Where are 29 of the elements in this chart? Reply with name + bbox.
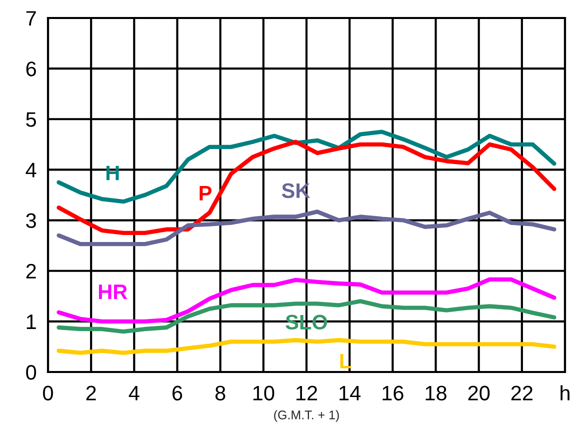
x-tick-label: h [560,385,570,400]
series-label: P [200,186,212,200]
x-axis-title: (G.M.T. + 1) [274,410,339,422]
y-tick-label: 5 [26,112,36,127]
x-tick-label: 20 [468,386,490,400]
x-tick-label: 4 [128,386,140,400]
x-tick-label: 8 [215,386,226,400]
line-series [56,299,556,334]
x-tick-label: 2 [86,386,96,400]
x-tick-label: 14 [340,386,361,400]
y-tick-label: 7 [26,11,36,26]
line-series [56,338,556,355]
x-tick-label: 22 [511,386,532,400]
x-tick-label: 10 [253,386,274,400]
x-tick-label: 6 [172,386,182,400]
y-tick-label: 1 [26,314,36,329]
series-label: HR [98,284,128,299]
x-tick-label: 0 [43,386,53,400]
y-tick-label: 2 [26,264,36,278]
line-series [56,130,556,204]
y-tick-label: 3 [26,213,36,228]
line-series [56,140,556,236]
line-series [56,210,556,246]
y-tick-label: 6 [26,62,36,76]
x-tick-label: 12 [296,386,318,400]
y-tick-label: 0 [26,365,36,380]
y-tick-label: 4 [26,162,36,178]
x-tick-label: 16 [382,386,404,400]
x-tick-label: 18 [426,386,446,400]
